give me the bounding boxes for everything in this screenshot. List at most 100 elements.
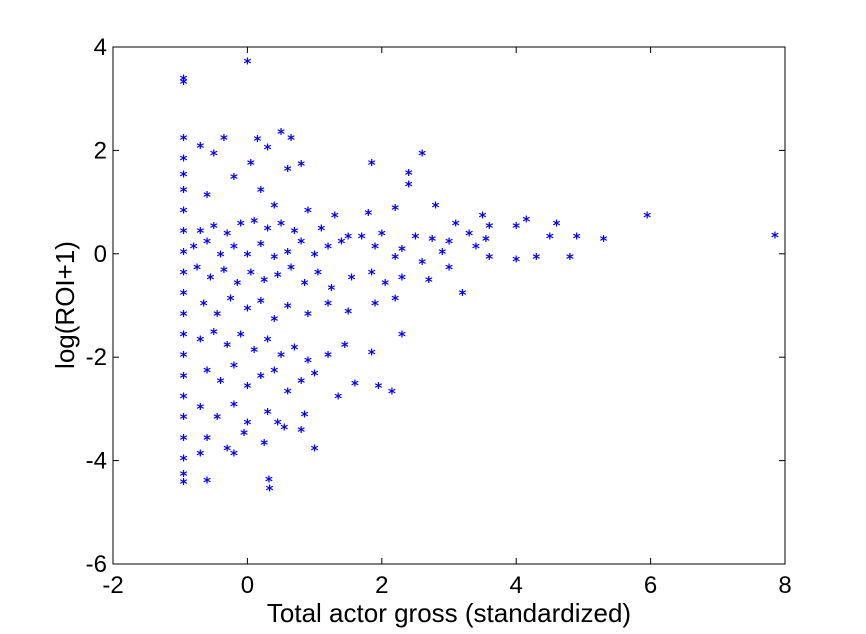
data-point: *	[250, 214, 258, 232]
data-point: *	[314, 265, 322, 283]
data-point: *	[203, 234, 211, 252]
data-point: *	[180, 307, 188, 325]
data-point: *	[247, 156, 255, 174]
data-point: *	[260, 436, 268, 454]
data-point: *	[203, 364, 211, 382]
data-point: *	[180, 152, 188, 170]
data-point: *	[465, 227, 473, 245]
data-point: *	[311, 247, 319, 265]
data-point: *	[479, 209, 487, 227]
data-point: *	[287, 131, 295, 149]
data-point: *	[445, 260, 453, 278]
data-point: *	[240, 426, 248, 444]
plot-background	[113, 47, 785, 564]
data-point: *	[482, 232, 490, 250]
data-point: *	[180, 167, 188, 185]
data-point: *	[327, 281, 335, 299]
data-point: *	[270, 364, 278, 382]
data-point: *	[213, 410, 221, 428]
data-point: *	[180, 369, 188, 387]
data-point: *	[230, 240, 238, 258]
data-point: *	[180, 328, 188, 346]
y-tick-label: -6	[86, 551, 107, 578]
data-point: *	[257, 294, 265, 312]
data-point: *	[398, 242, 406, 260]
x-tick-label: 2	[375, 572, 388, 599]
data-point: *	[472, 240, 480, 258]
data-point: *	[375, 379, 383, 397]
data-point: *	[270, 198, 278, 216]
data-point: *	[180, 410, 188, 428]
y-tick-label: -4	[86, 448, 107, 475]
data-point: *	[304, 307, 312, 325]
data-point: *	[230, 446, 238, 464]
data-point: *	[180, 75, 188, 93]
data-point: *	[210, 219, 218, 237]
data-point: *	[257, 237, 265, 255]
data-point: *	[196, 224, 204, 242]
y-axis-label: log(ROI+1)	[50, 241, 80, 369]
data-point: *	[301, 408, 309, 426]
data-point: *	[230, 170, 238, 188]
data-point: *	[368, 156, 376, 174]
data-point: *	[243, 379, 251, 397]
data-point: *	[291, 340, 299, 358]
data-point: *	[331, 209, 339, 227]
data-point: *	[771, 228, 779, 246]
data-point: *	[260, 273, 268, 291]
data-points: * * * * * * * * * * * * * * * * * * * * * * * * * * * * * * * * * * * * * * * *…	[180, 55, 779, 500]
data-point: *	[254, 132, 262, 150]
data-point: *	[485, 219, 493, 237]
data-point: *	[180, 467, 188, 485]
data-point: *	[196, 139, 204, 157]
data-point: *	[230, 397, 238, 415]
data-point: *	[287, 260, 295, 278]
data-point: *	[250, 343, 258, 361]
data-point: *	[180, 131, 188, 149]
data-point: *	[438, 245, 446, 263]
data-point: *	[512, 253, 520, 271]
data-point: *	[344, 229, 352, 247]
data-point: *	[411, 229, 419, 247]
data-point: *	[180, 183, 188, 201]
data-point: *	[459, 286, 467, 304]
data-point: *	[378, 227, 386, 245]
data-point: *	[452, 216, 460, 234]
data-point: *	[418, 147, 426, 165]
data-point: *	[284, 162, 292, 180]
data-point: *	[284, 299, 292, 317]
data-point: *	[428, 232, 436, 250]
data-point: *	[371, 240, 379, 258]
y-tick-label: 2	[94, 137, 107, 164]
data-point: *	[297, 234, 305, 252]
data-point: *	[270, 312, 278, 330]
data-point: *	[643, 209, 651, 227]
data-point: *	[196, 400, 204, 418]
data-point: *	[220, 263, 228, 281]
data-point: *	[217, 374, 225, 392]
data-point: *	[210, 325, 218, 343]
data-point: *	[277, 216, 285, 234]
data-point: *	[297, 374, 305, 392]
data-point: *	[196, 446, 204, 464]
data-point: *	[223, 441, 231, 459]
data-point: *	[180, 72, 188, 90]
data-point: *	[270, 250, 278, 268]
data-point: *	[432, 198, 440, 216]
data-point: *	[391, 250, 399, 268]
data-point: *	[277, 125, 285, 143]
data-point: *	[485, 250, 493, 268]
data-point: *	[217, 247, 225, 265]
data-point: *	[334, 390, 342, 408]
data-point: *	[243, 247, 251, 265]
y-tick-label: 0	[94, 241, 107, 268]
data-point: *	[546, 229, 554, 247]
data-point: *	[265, 472, 273, 490]
data-point: *	[405, 178, 413, 196]
data-point: *	[180, 286, 188, 304]
data-point: *	[573, 229, 581, 247]
x-tick-label: -2	[102, 572, 123, 599]
data-point: *	[264, 140, 272, 158]
data-point: *	[297, 423, 305, 441]
